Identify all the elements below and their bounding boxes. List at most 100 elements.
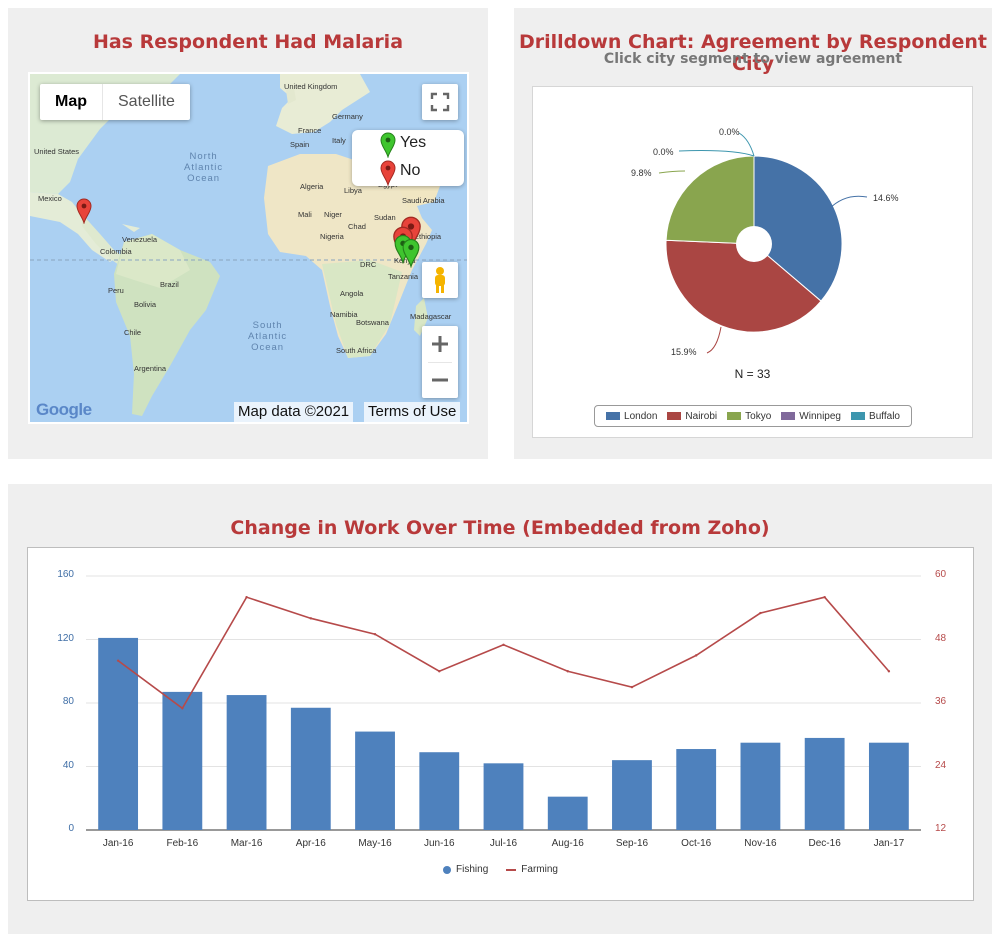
y-right-tick-label: 60 bbox=[935, 569, 947, 580]
map-marker-yes[interactable] bbox=[402, 238, 420, 268]
pie-legend-label: Nairobi bbox=[685, 410, 718, 422]
legend-fishing-marker bbox=[443, 865, 452, 874]
place-label: Nigeria bbox=[320, 232, 344, 241]
line-farming-point-jan-17[interactable] bbox=[887, 670, 891, 673]
y-right-tick-label: 36 bbox=[935, 696, 947, 707]
google-logo: Google bbox=[36, 400, 92, 419]
bar-fishing-feb-16[interactable] bbox=[162, 691, 203, 830]
pie-chart-subtitle: Click city segment to view agreement bbox=[603, 51, 903, 67]
place-label: Chile bbox=[124, 328, 142, 337]
bar-fishing-jun-16[interactable] bbox=[419, 752, 460, 830]
line-farming-point-aug-16[interactable] bbox=[566, 670, 569, 673]
bar-fishing-jan-16[interactable] bbox=[98, 637, 139, 830]
zoom-control bbox=[422, 326, 458, 398]
pie-slice-tokyo[interactable] bbox=[665, 155, 755, 245]
map-type-map-button[interactable]: Map bbox=[40, 84, 103, 120]
bar-fishing-aug-16[interactable] bbox=[547, 796, 588, 830]
pie-slice-london[interactable] bbox=[753, 155, 843, 302]
legend-item-fishing[interactable]: Fishing bbox=[443, 864, 488, 875]
legend-item-farming[interactable]: Farming bbox=[506, 864, 558, 875]
legend-farming-label: Farming bbox=[521, 864, 558, 875]
map-marker-no[interactable] bbox=[76, 198, 92, 224]
legend-label-no: No bbox=[400, 162, 421, 179]
pie-legend-label: Buffalo bbox=[869, 410, 900, 422]
map-type-control: Map Satellite bbox=[40, 84, 190, 120]
pie-leader-line bbox=[706, 326, 722, 354]
x-tick-label: Aug-16 bbox=[551, 838, 584, 849]
pie-leader-line bbox=[658, 170, 686, 174]
pie-leader-line bbox=[738, 132, 755, 157]
line-farming-point-sep-16[interactable] bbox=[630, 685, 634, 689]
pie-legend-item-nairobi[interactable]: Nairobi bbox=[667, 411, 717, 422]
line-farming-point-dec-16[interactable] bbox=[823, 595, 826, 599]
fullscreen-button[interactable] bbox=[422, 84, 458, 120]
pie-chart-title: Drilldown Chart: Agreement by Respondent… bbox=[518, 31, 988, 75]
pie-legend-item-tokyo[interactable]: Tokyo bbox=[727, 411, 771, 422]
minus-icon bbox=[432, 378, 448, 382]
line-farming-point-nov-16[interactable] bbox=[759, 611, 762, 615]
bar-fishing-oct-16[interactable] bbox=[676, 749, 717, 830]
x-tick-label: Apr-16 bbox=[295, 838, 326, 849]
street-view-button[interactable] bbox=[422, 262, 458, 298]
place-label: Algeria bbox=[300, 182, 324, 191]
pie-slice-label-buffalo: 0.0% bbox=[653, 147, 674, 157]
bar-fishing-jul-16[interactable] bbox=[483, 763, 524, 830]
line-farming-point-jul-16[interactable] bbox=[502, 643, 505, 646]
legend-label-yes: Yes bbox=[400, 134, 427, 151]
bar-fishing-sep-16[interactable] bbox=[612, 760, 652, 830]
x-tick-label: Jan-16 bbox=[102, 838, 134, 849]
place-label: France bbox=[298, 126, 322, 135]
zoom-out-button[interactable] bbox=[422, 362, 458, 398]
pie-slice-nairobi[interactable] bbox=[665, 239, 822, 333]
line-farming-point-feb-16[interactable] bbox=[181, 707, 184, 710]
bar-line-chart bbox=[86, 575, 921, 831]
place-label: Sudan bbox=[374, 213, 396, 222]
x-tick-label: Jan-17 bbox=[873, 838, 905, 849]
pegman-icon bbox=[435, 267, 445, 293]
pie-center-hole bbox=[736, 226, 772, 262]
pie-legend-item-london[interactable]: London bbox=[606, 411, 657, 422]
place-label: Tanzania bbox=[388, 272, 419, 281]
pie-slice-label-nairobi: 15.9% bbox=[671, 347, 697, 357]
line-farming-point-may-16[interactable] bbox=[373, 633, 377, 636]
pie-legend-swatch bbox=[781, 412, 796, 420]
place-label: Libya bbox=[344, 186, 362, 195]
line-farming-point-jun-16[interactable] bbox=[438, 670, 441, 673]
zoom-in-button[interactable] bbox=[422, 326, 458, 362]
bar-fishing-nov-16[interactable] bbox=[740, 742, 781, 830]
line-farming-point-mar-16[interactable] bbox=[245, 595, 248, 599]
x-tick-label: Oct-16 bbox=[681, 838, 712, 849]
x-tick-label: Mar-16 bbox=[230, 838, 263, 849]
bar-fishing-apr-16[interactable] bbox=[290, 707, 331, 830]
place-label: Italy bbox=[332, 136, 346, 145]
terms-of-use-link[interactable]: Terms of Use bbox=[364, 402, 461, 422]
pie-legend-item-winnipeg[interactable]: Winnipeg bbox=[781, 411, 841, 422]
malaria-map[interactable]: North Atlantic Ocean South Atlantic Ocean Un… bbox=[28, 72, 469, 424]
place-label: Mexico bbox=[38, 194, 62, 203]
place-label: United Kingdom bbox=[284, 82, 338, 91]
y-left-tick-label: 120 bbox=[57, 632, 74, 644]
place-label: Namibia bbox=[330, 310, 358, 319]
pie-slice-label-tokyo: 9.8% bbox=[631, 168, 652, 178]
place-label: Germany bbox=[332, 112, 363, 121]
bar-fishing-mar-16[interactable] bbox=[226, 695, 267, 830]
pie-chart bbox=[658, 132, 868, 354]
line-farming-point-jan-16[interactable] bbox=[116, 659, 120, 662]
pie-n-label: N = 33 bbox=[734, 367, 771, 381]
place-label: Colombia bbox=[100, 247, 132, 256]
map-type-satellite-button[interactable]: Satellite bbox=[118, 93, 175, 110]
x-tick-label: Nov-16 bbox=[744, 838, 777, 849]
bar-fishing-jan-17[interactable] bbox=[868, 742, 909, 830]
bar-fishing-dec-16[interactable] bbox=[804, 737, 845, 830]
pie-legend-item-buffalo[interactable]: Buffalo bbox=[851, 411, 900, 422]
legend-pin-no-icon bbox=[380, 160, 396, 186]
bar-fishing-may-16[interactable] bbox=[355, 731, 395, 830]
x-tick-label: Feb-16 bbox=[166, 838, 199, 849]
pie-chart-frame: 14.6% 15.9% 9.8% 0.0% 0.0% N = 33 bbox=[532, 86, 973, 438]
line-farming[interactable] bbox=[117, 596, 890, 710]
line-farming-point-oct-16[interactable] bbox=[694, 654, 698, 657]
pie-legend-swatch bbox=[667, 412, 682, 420]
ocean-label-north-atlantic: North Atlantic Ocean bbox=[184, 151, 224, 184]
map-legend: Yes No bbox=[352, 130, 464, 186]
line-farming-point-apr-16[interactable] bbox=[309, 617, 313, 620]
